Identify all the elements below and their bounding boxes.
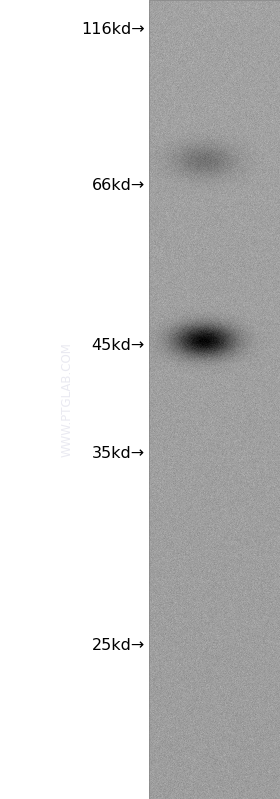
Text: 35kd→: 35kd→ bbox=[92, 446, 145, 460]
Text: 116kd→: 116kd→ bbox=[81, 22, 145, 38]
Text: 45kd→: 45kd→ bbox=[92, 337, 145, 352]
Bar bbox=[149, 0, 280, 799]
Text: WWW.PTGLAB.COM: WWW.PTGLAB.COM bbox=[61, 342, 74, 457]
Text: 25kd→: 25kd→ bbox=[92, 638, 145, 653]
Text: 66kd→: 66kd→ bbox=[92, 177, 145, 193]
